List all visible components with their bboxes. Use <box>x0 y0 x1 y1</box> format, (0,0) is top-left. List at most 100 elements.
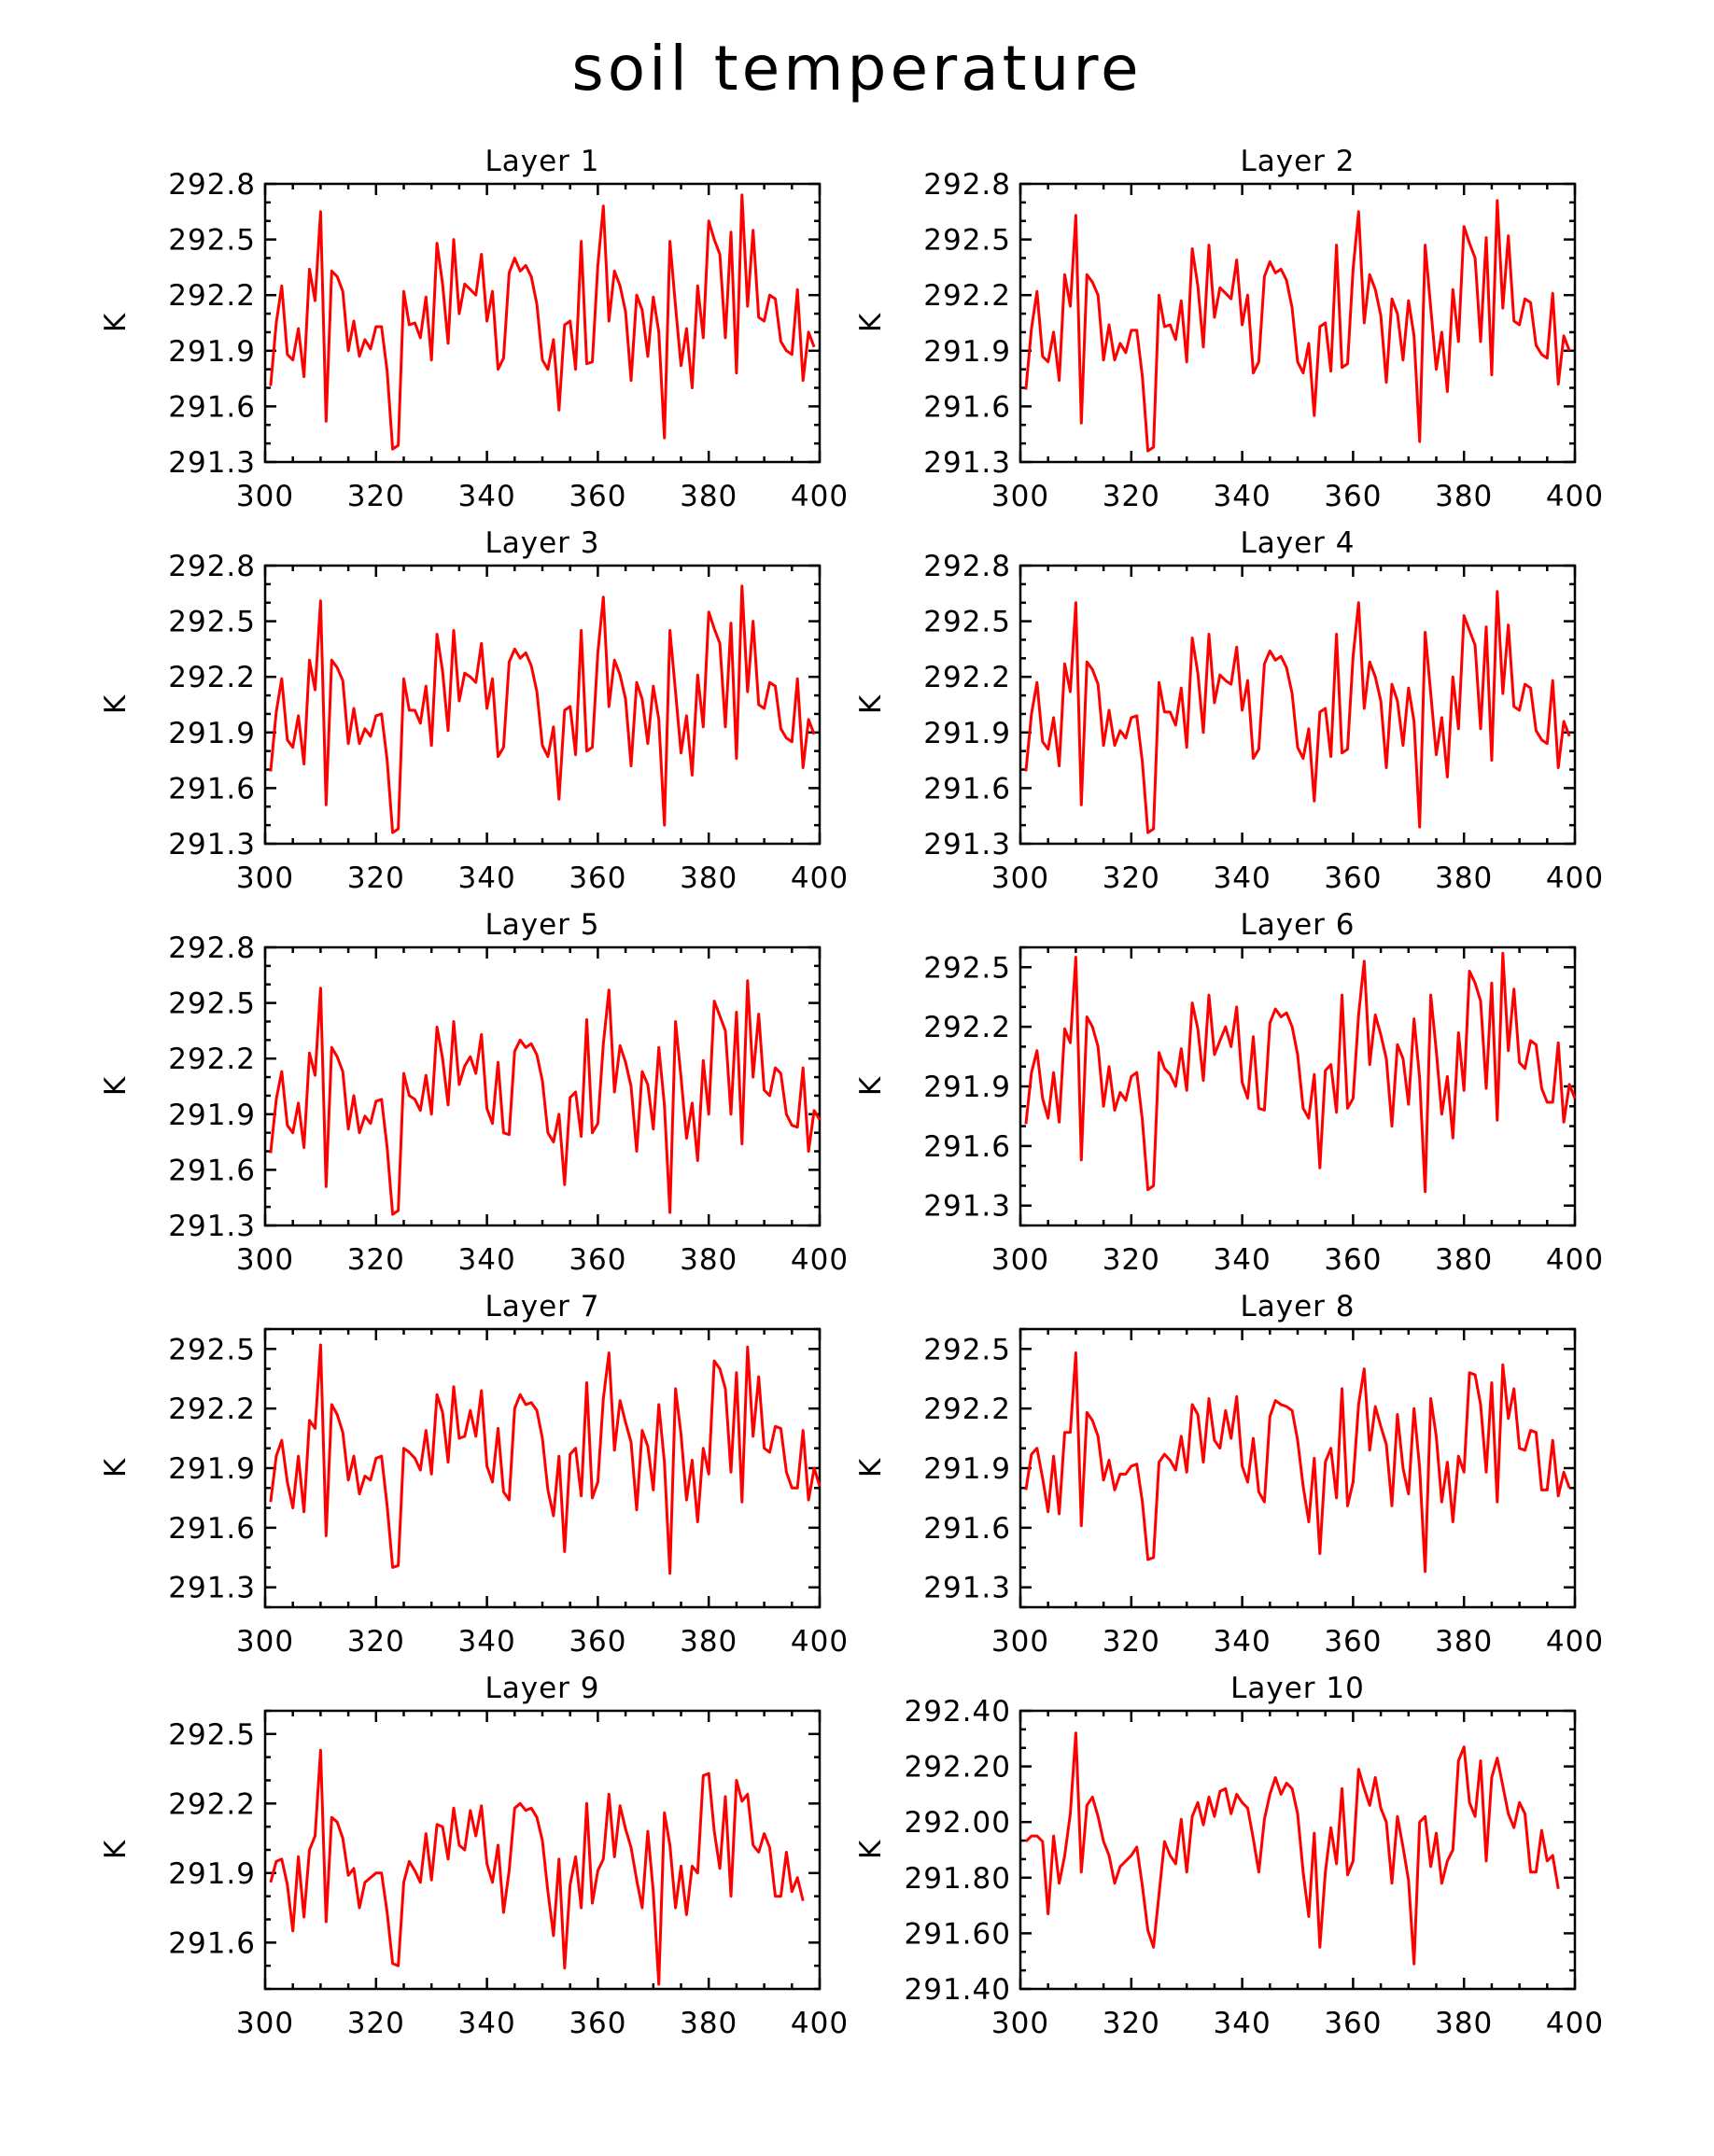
y-tick-label: 292.8 <box>923 550 1011 583</box>
y-tick-label: 291.9 <box>168 1857 256 1891</box>
x-tick-label: 300 <box>991 1243 1049 1277</box>
x-tick-label: 320 <box>1103 861 1160 895</box>
plot-frame <box>1019 1327 1577 1609</box>
y-tick-label: 292.5 <box>168 1718 256 1752</box>
panel-layer-3: Layer 3 K 300 320 340 360 380 400 292.8 292.5 292.… <box>99 526 849 895</box>
x-tick-label: 400 <box>791 1625 849 1659</box>
y-tick-label: 292.8 <box>923 168 1011 202</box>
x-tick-label: 320 <box>1103 1243 1160 1277</box>
y-tick-label: 291.40 <box>905 1973 1011 2007</box>
x-tick-label: 340 <box>1214 480 1271 513</box>
x-tick-label: 360 <box>1324 861 1382 895</box>
y-tick-label: 292.2 <box>923 279 1011 313</box>
x-tick-label: 360 <box>1324 2007 1382 2040</box>
y-tick-label: 292.2 <box>168 1787 256 1821</box>
y-tick-label: 292.2 <box>168 1393 256 1426</box>
panel-title: Layer 1 <box>485 145 599 178</box>
x-tick-label: 300 <box>236 1243 294 1277</box>
y-tick-label: 291.6 <box>923 390 1011 424</box>
y-tick-label: 291.6 <box>168 390 256 424</box>
x-tick-label: 300 <box>236 2007 294 2040</box>
series-line <box>269 1748 805 1986</box>
y-tick-label: 291.3 <box>168 446 256 480</box>
x-tick-label: 320 <box>347 480 405 513</box>
x-tick-label: 400 <box>791 861 849 895</box>
y-axis-label: K <box>99 1458 133 1477</box>
x-tick-label: 340 <box>1214 2007 1271 2040</box>
x-tick-label: 400 <box>1546 480 1604 513</box>
y-tick-label: 292.5 <box>923 1333 1011 1366</box>
y-axis-label: K <box>854 694 888 714</box>
y-tick-label: 291.9 <box>168 1099 256 1132</box>
x-tick-label: 400 <box>791 1243 849 1277</box>
panel-title: Layer 2 <box>1240 145 1355 178</box>
y-tick-label: 292.40 <box>905 1695 1011 1729</box>
y-tick-label: 292.5 <box>168 224 256 258</box>
y-tick-label: 291.3 <box>923 1190 1011 1224</box>
y-axis-label: K <box>99 694 133 714</box>
x-tick-label: 360 <box>569 480 626 513</box>
x-tick-label: 300 <box>991 1625 1049 1659</box>
y-tick-label: 291.6 <box>168 1154 256 1187</box>
panel-layer-4: Layer 4 K 300 320 340 360 380 400 292.8 292.5 292.… <box>854 526 1604 895</box>
x-tick-label: 320 <box>347 2007 405 2040</box>
y-tick-label: 292.2 <box>168 661 256 694</box>
x-tick-label: 340 <box>1214 861 1271 895</box>
y-tick-label: 292.2 <box>923 661 1011 694</box>
series-line <box>1024 1731 1560 1966</box>
y-tick-label: 291.3 <box>923 1572 1011 1605</box>
x-tick-label: 400 <box>1546 861 1604 895</box>
y-axis-label: K <box>854 1076 888 1096</box>
y-tick-label: 292.8 <box>168 931 256 965</box>
x-tick-label: 380 <box>680 1625 738 1659</box>
y-axis-label: K <box>99 1076 133 1096</box>
y-axis-label: K <box>854 1840 888 1859</box>
panel-layer-7: Layer 7 K 300 320 340 360 380 400 292.5 292.2 291.… <box>99 1290 849 1659</box>
y-axis-label: K <box>854 1458 888 1477</box>
x-tick-label: 400 <box>1546 2007 1604 2040</box>
y-tick-label: 292.5 <box>923 224 1011 258</box>
x-tick-label: 400 <box>791 2007 849 2040</box>
y-tick-label: 291.9 <box>168 717 256 750</box>
series-line <box>269 979 822 1216</box>
y-tick-label: 292.2 <box>168 1043 256 1076</box>
y-tick-label: 291.9 <box>168 1452 256 1486</box>
series-line <box>1024 199 1571 453</box>
x-tick-label: 380 <box>680 1243 738 1277</box>
y-tick-label: 291.6 <box>923 1130 1011 1164</box>
x-tick-label: 300 <box>991 480 1049 513</box>
x-tick-label: 380 <box>1435 2007 1493 2040</box>
panel-title: Layer 5 <box>485 908 599 942</box>
x-tick-label: 360 <box>1324 1243 1382 1277</box>
x-tick-label: 360 <box>569 2007 626 2040</box>
x-tick-label: 380 <box>1435 1243 1493 1277</box>
y-tick-label: 291.6 <box>168 772 256 805</box>
y-tick-label: 292.8 <box>168 168 256 202</box>
x-tick-label: 320 <box>1103 2007 1160 2040</box>
x-tick-label: 340 <box>458 861 516 895</box>
y-tick-label: 292.5 <box>168 606 256 639</box>
panel-layer-1: Layer 1 K 300 320 340 360 380 400 292.8 292.5 292.… <box>99 145 848 513</box>
x-tick-label: 300 <box>236 861 294 895</box>
series-line <box>1024 590 1571 834</box>
y-tick-label: 292.20 <box>905 1751 1011 1785</box>
panel-title: Layer 9 <box>485 1672 599 1705</box>
x-tick-label: 380 <box>680 2007 738 2040</box>
x-tick-label: 340 <box>1214 1625 1271 1659</box>
panel-title: Layer 4 <box>1240 526 1355 560</box>
x-tick-label: 340 <box>458 1625 516 1659</box>
x-tick-label: 360 <box>569 1625 626 1659</box>
plot-frame <box>1019 182 1577 464</box>
y-tick-label: 291.3 <box>923 828 1011 861</box>
panel-layer-9: Layer 9 K 300 320 340 360 380 400 292.5 292.2 291.… <box>99 1672 849 2040</box>
x-tick-label: 320 <box>347 1625 405 1659</box>
y-tick-label: 292.8 <box>168 550 256 583</box>
y-tick-label: 291.9 <box>923 717 1011 750</box>
x-tick-label: 360 <box>569 1243 626 1277</box>
plot-frame <box>263 564 822 846</box>
y-tick-label: 292.5 <box>923 951 1011 985</box>
y-tick-label: 291.3 <box>168 1210 256 1243</box>
panel-layer-2: Layer 2 K 300 320 340 360 380 400 292.8 292.5 292.… <box>854 145 1604 513</box>
plot-frame <box>263 182 822 464</box>
